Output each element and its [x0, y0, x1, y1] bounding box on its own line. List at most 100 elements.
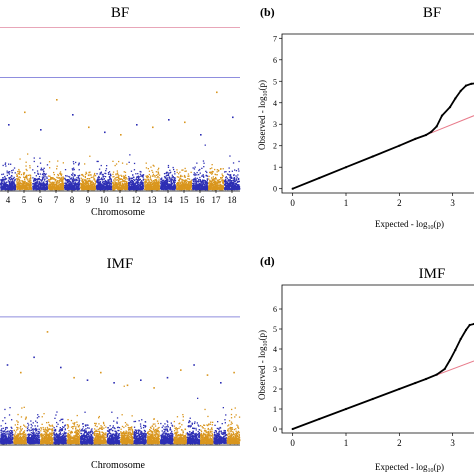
snp-point [128, 178, 130, 180]
snp-point [128, 183, 130, 185]
snp-point [107, 185, 109, 187]
snp-point [12, 169, 14, 171]
snp-point [142, 174, 144, 176]
snp-point [28, 184, 30, 186]
snp-point [98, 182, 100, 184]
snp-point [233, 181, 235, 183]
snp-point [132, 188, 134, 191]
snp-point [236, 186, 239, 189]
snp-point [216, 183, 218, 185]
snp-point [154, 179, 156, 181]
snp-point [102, 175, 104, 177]
snp-point [16, 181, 18, 183]
snp-point [128, 182, 130, 184]
snp-point [74, 186, 76, 188]
snp-point [22, 186, 24, 188]
chromosome-13-points [144, 126, 161, 191]
snp-point [82, 179, 84, 181]
snp-point [157, 181, 160, 183]
observed-point [435, 125, 438, 128]
snp-point [64, 188, 67, 190]
chromosome-9-points [80, 126, 97, 191]
snp-point [166, 171, 168, 173]
snp-point [30, 177, 32, 179]
snp-point [96, 188, 98, 190]
snp-point [232, 181, 234, 183]
snp-point [152, 185, 154, 187]
snp-point [203, 162, 205, 164]
snp-point [16, 173, 18, 176]
y-tick-label: 0 [273, 185, 277, 194]
chromosome-5-points [16, 111, 33, 191]
snp-point [105, 181, 107, 183]
snp-point [220, 189, 222, 191]
snp-point [80, 186, 83, 188]
snp-point [218, 186, 220, 188]
snp-point [230, 174, 232, 176]
snp-point [158, 185, 161, 188]
snp-point [186, 180, 188, 182]
snp-point [225, 188, 227, 190]
snp-point [180, 174, 182, 177]
snp-point [112, 185, 114, 188]
snp-point [133, 186, 135, 188]
snp-point [137, 187, 139, 189]
snp-point [46, 187, 48, 189]
snp-point [39, 184, 41, 186]
snp-point [25, 175, 27, 177]
snp-point [203, 166, 205, 168]
snp-point [114, 183, 116, 186]
snp-point [174, 179, 176, 181]
snp-point [163, 173, 166, 175]
snp-point [221, 173, 223, 175]
snp-point [136, 185, 139, 187]
snp-point [20, 187, 22, 189]
snp-point [38, 176, 41, 178]
snp-point [17, 172, 19, 175]
snp-point [193, 188, 195, 190]
snp-point [71, 182, 73, 184]
snp-point [62, 182, 64, 184]
snp-point [75, 182, 77, 184]
snp-point [180, 183, 182, 185]
snp-point [132, 185, 134, 187]
snp-point [114, 185, 116, 187]
snp-point [38, 177, 40, 180]
snp-point [93, 174, 96, 176]
plot-frame [281, 33, 474, 194]
snp-point [20, 188, 22, 190]
snp-point [173, 187, 175, 189]
snp-point [58, 177, 60, 179]
snp-point [184, 180, 187, 182]
snp-point [169, 187, 171, 190]
snp-point [43, 175, 45, 177]
snp-point [119, 183, 121, 185]
snp-point [89, 186, 92, 188]
snp-point [212, 183, 214, 185]
y-tick-label: 4 [273, 99, 277, 108]
snp-point [22, 172, 25, 174]
snp-point [198, 178, 200, 181]
snp-point [97, 184, 99, 186]
manhattan-bf-points [0, 27, 241, 191]
snp-point [193, 183, 195, 186]
snp-point [80, 177, 82, 179]
peak-point [184, 121, 186, 124]
snp-point [87, 185, 89, 187]
snp-point [155, 184, 157, 186]
snp-point [216, 174, 218, 176]
snp-point [214, 188, 216, 190]
snp-point [22, 183, 25, 185]
peak-point [24, 111, 26, 114]
snp-point [228, 171, 231, 173]
snp-point [187, 181, 189, 183]
snp-point [133, 178, 135, 181]
snp-point [78, 162, 80, 164]
snp-point [57, 186, 59, 188]
snp-point [231, 182, 233, 185]
observed-point [448, 106, 452, 109]
snp-point [152, 186, 155, 189]
chromosome-tick-label: 7 [54, 195, 59, 205]
snp-point [115, 185, 117, 187]
snp-point [69, 182, 71, 184]
